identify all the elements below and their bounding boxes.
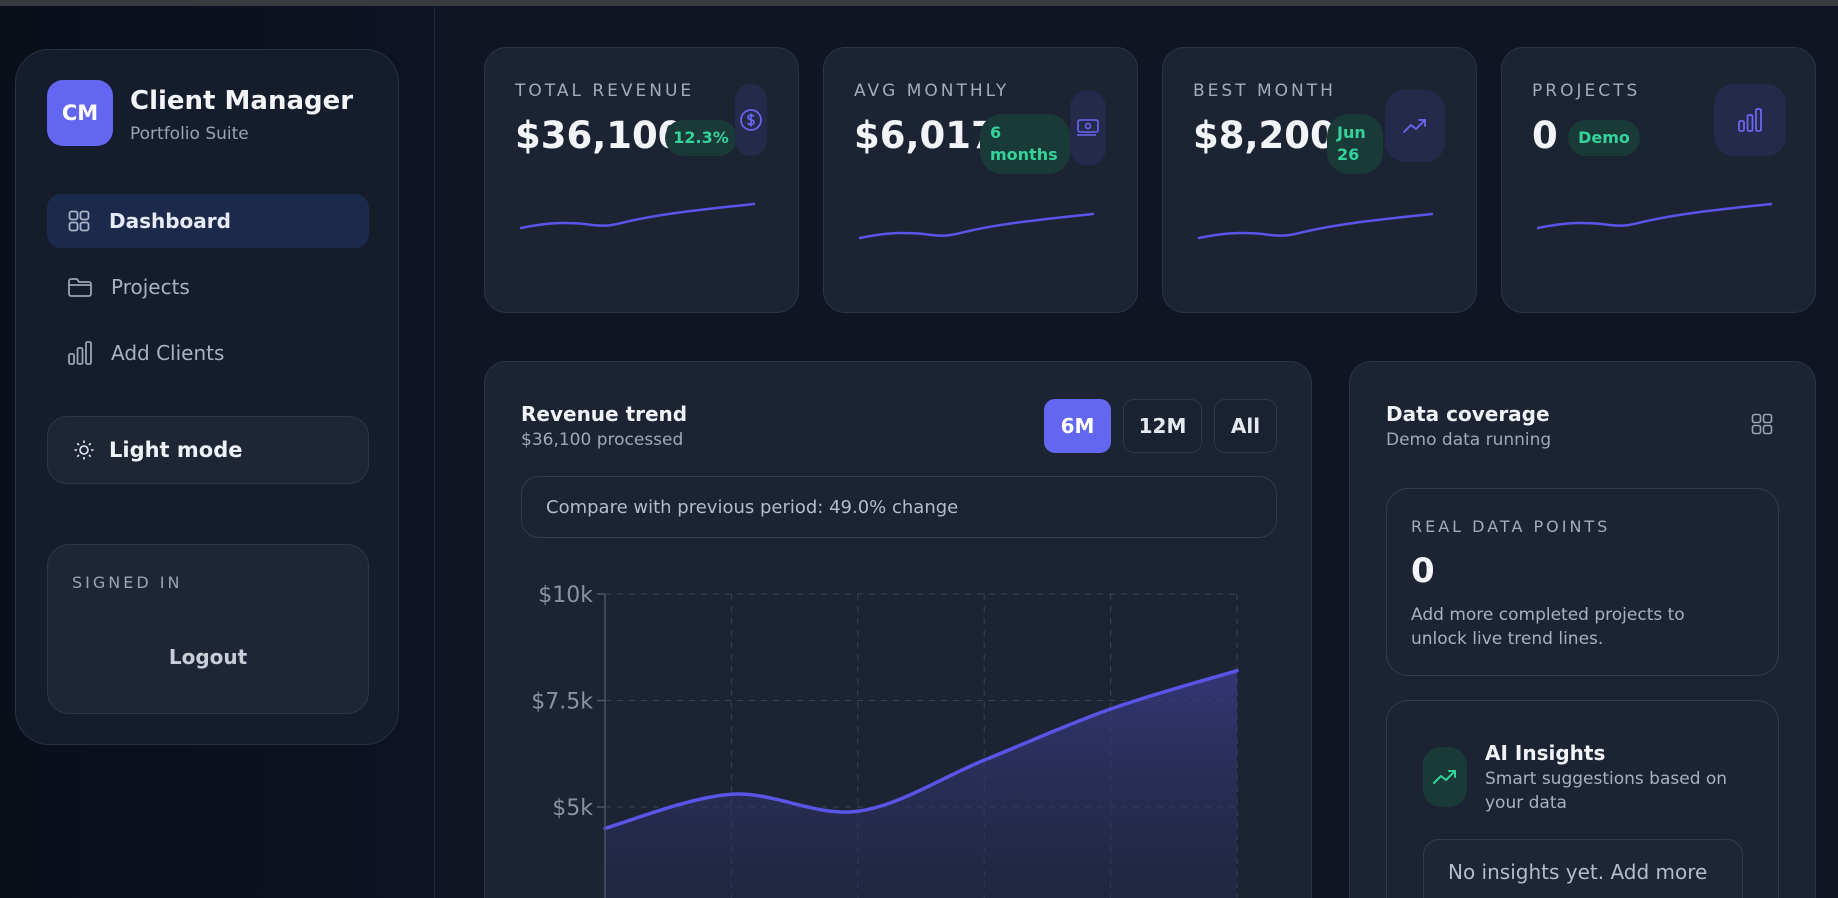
bar-chart-icon: [1738, 108, 1762, 132]
real-data-value: 0: [1411, 551, 1435, 591]
mode-label: Light mode: [109, 438, 243, 462]
grid-icon: [68, 210, 90, 232]
sidebar-item-label: Add Clients: [111, 341, 225, 365]
stat-badge: Demo: [1568, 120, 1640, 156]
stat-icon-wrap: [735, 84, 767, 156]
revenue-trend-title: Revenue trend: [521, 402, 688, 426]
signed-in-card: SIGNED IN Logout: [47, 544, 369, 714]
ai-insights-empty-box: No insights yet. Add more: [1423, 839, 1743, 898]
data-coverage-title: Data coverage: [1386, 402, 1550, 426]
sidebar-item-dashboard[interactable]: Dashboard: [47, 194, 369, 248]
app-subtitle: Portfolio Suite: [130, 124, 249, 144]
revenue-line: [603, 668, 1239, 831]
signed-in-label: SIGNED IN: [72, 573, 183, 592]
dollar-icon: [740, 109, 762, 131]
sparkline: [1536, 202, 1773, 230]
folder-icon: [68, 278, 92, 297]
sparkline: [519, 202, 756, 230]
app-title: Client Manager: [130, 86, 354, 116]
sparkline: [858, 212, 1095, 240]
ai-insights-empty-text: No insights yet. Add more: [1448, 860, 1708, 884]
stat-label: TOTAL REVENUE: [515, 81, 695, 101]
ai-insights-card: AI Insights Smart suggestions based on y…: [1386, 700, 1779, 898]
stat-badge: Jun 26: [1327, 114, 1383, 174]
range-all-button[interactable]: All: [1214, 399, 1277, 453]
stat-card-best-month: BEST MONTH $8,200 Jun 26: [1162, 47, 1477, 313]
sun-icon: [74, 440, 94, 460]
revenue-trend-subtitle: $36,100 processed: [521, 430, 684, 450]
cash-icon: [1077, 119, 1099, 136]
stat-value: $36,100: [515, 114, 684, 157]
stat-label: AVG MONTHLY: [854, 81, 1010, 101]
data-coverage-panel: Data coverage Demo data running REAL DAT…: [1349, 361, 1816, 898]
bar-chart-icon: [68, 341, 92, 365]
compare-text: Compare with previous period: 49.0% chan…: [546, 496, 959, 518]
window-top-bar: [0, 0, 1838, 6]
light-mode-button[interactable]: Light mode: [47, 416, 369, 484]
sidebar-item-projects[interactable]: Projects: [47, 260, 369, 314]
y-tick-label: $5k: [552, 796, 593, 821]
range-12m-button[interactable]: 12M: [1123, 399, 1202, 453]
compare-period-box: Compare with previous period: 49.0% chan…: [521, 476, 1277, 538]
logout-button[interactable]: Logout: [168, 645, 248, 669]
data-coverage-subtitle: Demo data running: [1386, 430, 1552, 450]
sparkline: [1197, 212, 1434, 240]
stat-value: 0: [1532, 114, 1558, 157]
stat-card-total-revenue: TOTAL REVENUE $36,100 12.3%: [484, 47, 799, 313]
y-tick-label: $7.5k: [531, 690, 593, 715]
revenue-trend-panel: Revenue trend $36,100 processed 6M 12M A…: [484, 361, 1312, 898]
trend-up-icon: [1433, 770, 1456, 784]
stat-icon-wrap: [1385, 90, 1445, 162]
sidebar-item-label: Projects: [111, 275, 190, 299]
sidebar: CM Client Manager Portfolio Suite Dashbo…: [15, 49, 399, 745]
stat-icon-wrap: [1070, 90, 1106, 166]
stat-badge: 6 months: [980, 114, 1070, 174]
stat-label: BEST MONTH: [1193, 81, 1336, 101]
stat-badge: 12.3%: [665, 120, 737, 156]
stat-card-projects: PROJECTS 0 Demo: [1501, 47, 1816, 313]
real-data-points-card: REAL DATA POINTS 0 Add more completed pr…: [1386, 488, 1779, 676]
stat-value: $8,200: [1193, 114, 1336, 157]
range-6m-button[interactable]: 6M: [1044, 399, 1111, 453]
grid-icon[interactable]: [1750, 412, 1774, 436]
revenue-trend-chart: $2.5k$5k$7.5k$10k: [531, 583, 1239, 898]
stat-card-avg-monthly: AVG MONTHLY $6,017 6 months: [823, 47, 1138, 313]
revenue-area: [605, 670, 1237, 898]
trend-up-icon: [1403, 119, 1426, 133]
ai-insights-title: AI Insights: [1485, 741, 1606, 765]
real-data-note: Add more completed projects to unlock li…: [1411, 605, 1685, 649]
ai-insights-subtitle: Smart suggestions based on your data: [1485, 769, 1728, 813]
ai-icon-wrap: [1423, 747, 1467, 807]
real-data-label: REAL DATA POINTS: [1411, 517, 1611, 536]
sidebar-item-label: Dashboard: [109, 209, 231, 233]
y-tick-label: $10k: [538, 583, 593, 608]
sidebar-item-add-clients[interactable]: Add Clients: [47, 326, 369, 380]
left-pane: CM Client Manager Portfolio Suite Dashbo…: [0, 6, 435, 898]
stat-icon-wrap: [1714, 84, 1786, 156]
avatar: CM: [47, 80, 113, 146]
stat-label: PROJECTS: [1532, 81, 1641, 101]
stat-value: $6,017: [854, 114, 997, 157]
